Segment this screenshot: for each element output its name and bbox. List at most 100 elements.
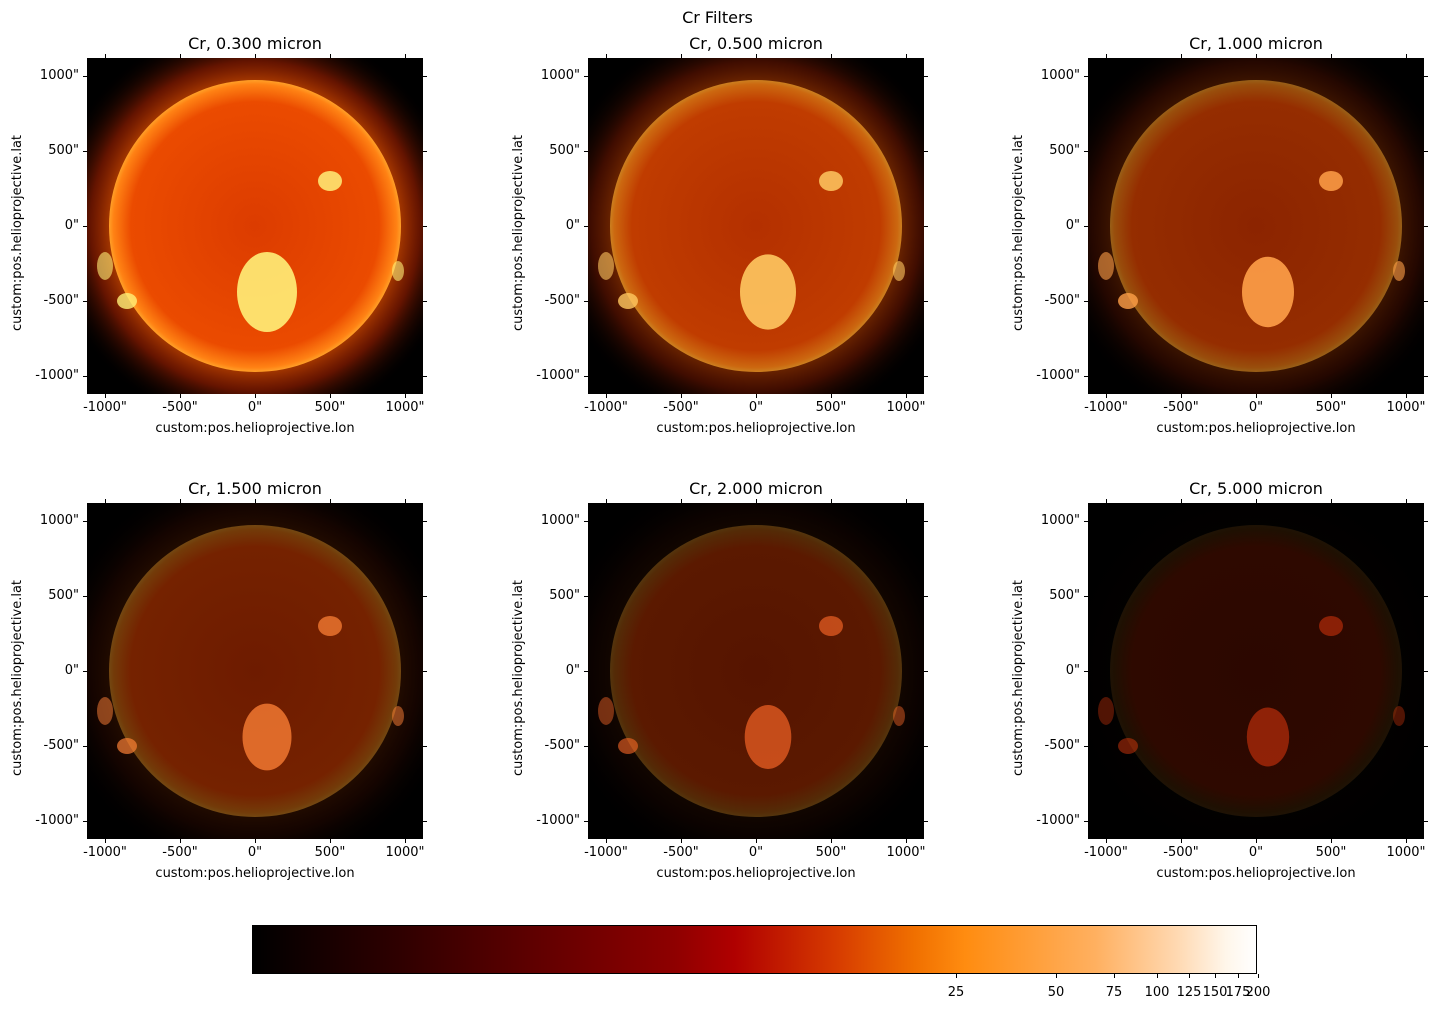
y-tick-mark-right: [1424, 76, 1428, 77]
x-tick-mark: [1331, 394, 1332, 398]
x-tick-mark-top: [1256, 54, 1257, 58]
active-region: [1319, 616, 1343, 636]
y-tick-mark: [1084, 226, 1088, 227]
x-tick-label: -500": [162, 845, 198, 860]
y-tick-mark-right: [423, 76, 427, 77]
x-tick-label: 0": [748, 845, 764, 860]
y-tick-label: -500": [544, 293, 580, 308]
x-axis-label: custom:pos.helioprojective.lon: [656, 421, 856, 436]
y-tick-label: -1000": [35, 368, 79, 383]
active-region: [740, 254, 796, 330]
x-tick-mark-top: [180, 499, 181, 503]
y-tick-label: 1000": [39, 513, 79, 528]
x-tick-mark: [255, 839, 256, 843]
y-tick-mark: [83, 301, 87, 302]
y-tick-label: 500": [48, 588, 79, 603]
sun-image: [1088, 58, 1424, 394]
y-tick-label: 0": [1065, 218, 1080, 233]
x-tick-label: 500": [314, 400, 346, 415]
sun-image-panel: [87, 58, 423, 394]
x-tick-mark-top: [405, 499, 406, 503]
y-tick-label: -500": [43, 293, 79, 308]
y-tick-mark-right: [924, 596, 928, 597]
active-region: [318, 171, 342, 191]
x-axis-label: custom:pos.helioprojective.lon: [155, 421, 355, 436]
solar-disk: [1110, 525, 1402, 817]
y-tick-label: -500": [544, 738, 580, 753]
y-axis-label: custom:pos.helioprojective.lat: [1011, 134, 1026, 331]
x-tick-mark-top: [330, 499, 331, 503]
active-region: [819, 171, 843, 191]
limb-brightening: [598, 697, 614, 725]
x-tick-mark: [1256, 394, 1257, 398]
y-tick-label: -1000": [536, 813, 580, 828]
x-tick-label: 0": [1248, 845, 1264, 860]
x-tick-label: 500": [815, 845, 847, 860]
y-tick-mark: [1084, 151, 1088, 152]
x-tick-label: 1000": [886, 400, 926, 415]
y-tick-mark-right: [1424, 301, 1428, 302]
sun-image: [588, 503, 924, 839]
x-tick-label: 1000": [886, 845, 926, 860]
x-tick-mark: [330, 394, 331, 398]
y-tick-label: -500": [43, 738, 79, 753]
x-tick-mark: [180, 394, 181, 398]
y-tick-mark-right: [924, 746, 928, 747]
x-tick-mark: [105, 839, 106, 843]
x-tick-mark: [255, 394, 256, 398]
y-tick-mark: [1084, 746, 1088, 747]
y-tick-mark-right: [1424, 671, 1428, 672]
x-tick-label: 500": [815, 400, 847, 415]
y-tick-mark: [584, 226, 588, 227]
x-tick-mark: [831, 839, 832, 843]
active-region: [618, 293, 638, 309]
x-tick-mark-top: [1106, 54, 1107, 58]
x-tick-mark-top: [681, 499, 682, 503]
x-tick-mark-top: [1406, 499, 1407, 503]
sun-image-panel: [1088, 58, 1424, 394]
x-tick-mark: [906, 839, 907, 843]
sun-image: [87, 503, 423, 839]
x-tick-mark: [105, 394, 106, 398]
colorbar-tick-mark: [1215, 974, 1216, 978]
x-tick-label: 0": [247, 400, 263, 415]
x-tick-mark-top: [405, 54, 406, 58]
x-tick-mark: [405, 839, 406, 843]
y-tick-mark: [83, 376, 87, 377]
y-tick-mark: [1084, 821, 1088, 822]
y-tick-label: -1000": [1036, 368, 1080, 383]
sun-image-panel: [87, 503, 423, 839]
y-tick-mark-right: [924, 671, 928, 672]
active-region: [1118, 293, 1138, 309]
x-tick-mark: [1406, 839, 1407, 843]
x-tick-label: 1000": [1386, 400, 1426, 415]
y-tick-label: 500": [549, 588, 580, 603]
colorbar-tick-label: 150: [1202, 985, 1228, 1000]
colorbar-tick-mark: [956, 974, 957, 978]
x-tick-mark: [681, 839, 682, 843]
active-region: [117, 293, 137, 309]
y-tick-mark: [1084, 301, 1088, 302]
y-tick-mark: [83, 671, 87, 672]
solar-disk: [610, 525, 902, 817]
sun-image: [87, 58, 423, 394]
x-tick-label: -500": [1163, 400, 1199, 415]
y-axis-label: custom:pos.helioprojective.lat: [10, 134, 25, 331]
limb-brightening: [392, 706, 404, 726]
x-tick-mark: [1406, 394, 1407, 398]
y-tick-label: 500": [549, 143, 580, 158]
y-tick-mark: [584, 746, 588, 747]
y-tick-label: 1000": [1040, 68, 1080, 83]
y-tick-mark: [83, 821, 87, 822]
x-tick-mark-top: [1106, 499, 1107, 503]
colorbar-tick-label: 175: [1225, 985, 1251, 1000]
limb-brightening: [1393, 706, 1405, 726]
y-tick-mark: [584, 596, 588, 597]
y-tick-label: -1000": [35, 813, 79, 828]
x-tick-label: -1000": [584, 845, 628, 860]
x-tick-mark: [330, 839, 331, 843]
y-tick-mark-right: [924, 521, 928, 522]
x-tick-label: -1000": [83, 845, 127, 860]
panel-title: Cr, 1.000 micron: [1189, 34, 1323, 53]
y-tick-mark: [1084, 596, 1088, 597]
